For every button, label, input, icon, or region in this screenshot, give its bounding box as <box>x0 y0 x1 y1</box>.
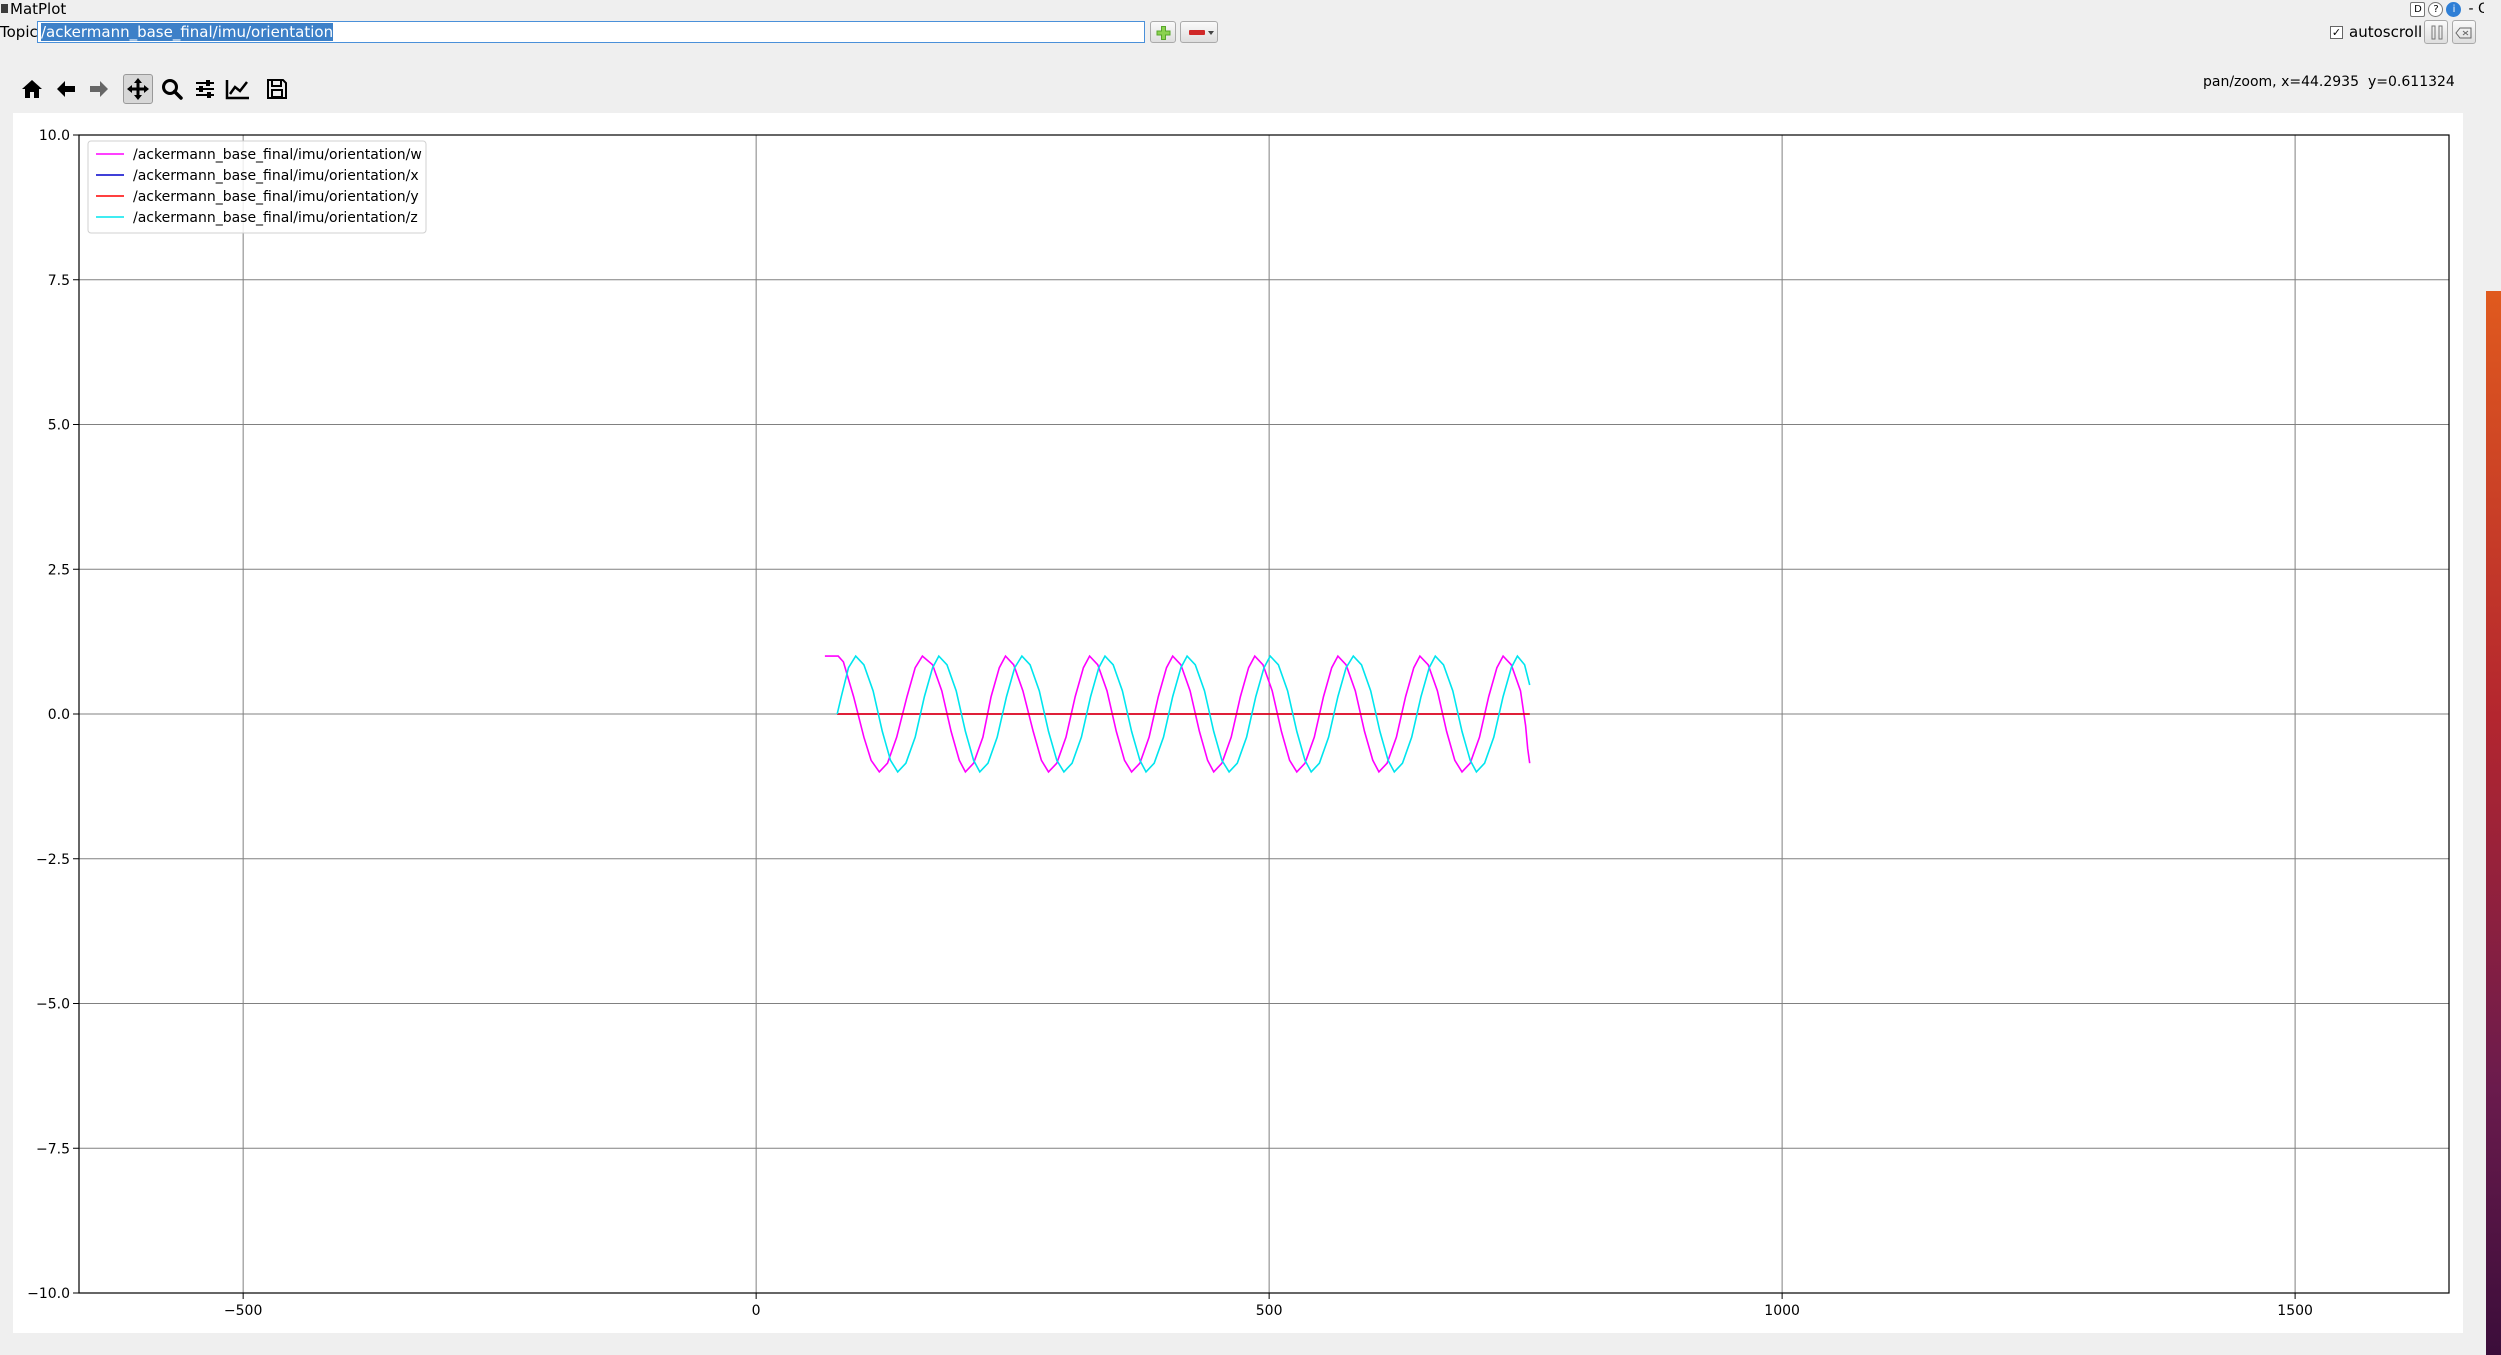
y-tick-label: −2.5 <box>36 852 70 868</box>
window-title: MatPlot <box>10 0 66 18</box>
remove-topic-button[interactable] <box>1180 21 1218 43</box>
home-icon[interactable] <box>17 74 47 104</box>
topic-input[interactable]: /ackermann_base_final/imu/orientation <box>37 21 1145 43</box>
save-floppy-icon[interactable] <box>262 74 292 104</box>
y-tick-label: −5.0 <box>36 997 70 1013</box>
autoscroll-toggle[interactable]: ✓ autoscroll <box>2330 22 2422 42</box>
autoscroll-checkbox[interactable]: ✓ <box>2330 26 2343 39</box>
plus-icon <box>1151 22 1177 44</box>
y-tick-label: 2.5 <box>48 562 70 578</box>
legend-entry: /ackermann_base_final/imu/orientation/x <box>133 168 419 184</box>
floppy-glyph <box>265 77 289 101</box>
legend-entry: /ackermann_base_final/imu/orientation/y <box>133 189 419 205</box>
x-tick-label: −500 <box>224 1303 262 1319</box>
y-tick-label: 0.0 <box>48 707 70 723</box>
desktop-edge <box>2484 0 2501 1355</box>
plot-canvas[interactable]: −500 0 500 1000 1500 −10.0 −7.5 −5.0 −2.5 0.0 2.5 5… <box>13 113 2463 1333</box>
x-tick-label: 0 <box>752 1303 761 1319</box>
cursor-y-readout: y=0.611324 <box>2368 72 2455 92</box>
topic-input-value: /ackermann_base_final/imu/orientation <box>41 23 333 41</box>
legend-entry: /ackermann_base_final/imu/orientation/w <box>133 147 422 163</box>
dock-icon[interactable]: D <box>2410 2 2425 17</box>
clear-icon <box>2453 21 2477 45</box>
window-menu-icon[interactable] <box>1 4 8 13</box>
add-topic-button[interactable] <box>1150 21 1176 43</box>
autoscroll-label: autoscroll <box>2349 22 2422 42</box>
zoom-glyph <box>160 77 184 101</box>
clear-button[interactable] <box>2452 20 2476 44</box>
forward-glyph <box>87 77 111 101</box>
pan-zoom-status: pan/zoom, x=44.2935 <box>2203 72 2359 92</box>
title-controls: D ? i - O <box>2410 1 2493 17</box>
x-tick-label: 500 <box>1256 1303 1283 1319</box>
topic-label: Topic <box>0 22 38 42</box>
legend: /ackermann_base_final/imu/orientation/w /… <box>88 141 426 233</box>
desktop-wallpaper <box>2486 291 2501 1355</box>
pan-move-icon[interactable] <box>123 74 153 104</box>
help-icon[interactable]: ? <box>2428 2 2443 17</box>
edit-axis-line-icon[interactable] <box>223 74 253 104</box>
home-glyph <box>20 77 44 101</box>
x-tick-label: 1000 <box>1764 1303 1800 1319</box>
y-tick-label: 7.5 <box>48 273 70 289</box>
window-titlebar: MatPlot D ? i - O <box>0 0 2501 18</box>
pause-button[interactable] <box>2424 20 2448 44</box>
configure-subplots-icon[interactable] <box>190 74 220 104</box>
y-tick-label: 10.0 <box>39 128 70 144</box>
pause-icon <box>2425 21 2449 45</box>
legend-entry: /ackermann_base_final/imu/orientation/z <box>133 210 418 226</box>
zoom-magnifier-icon[interactable] <box>157 74 187 104</box>
forward-arrow-icon[interactable] <box>84 74 114 104</box>
y-tick-label: 5.0 <box>48 418 70 434</box>
minus-dropdown-icon <box>1181 22 1219 44</box>
back-arrow-icon[interactable] <box>51 74 81 104</box>
chart-line-glyph <box>225 77 251 101</box>
back-glyph <box>54 77 78 101</box>
y-tick-label: −10.0 <box>27 1286 70 1302</box>
x-tick-label: 1500 <box>2277 1303 2313 1319</box>
sliders-glyph <box>193 77 217 101</box>
plot-svg[interactable]: −500 0 500 1000 1500 −10.0 −7.5 −5.0 −2.5 0.0 2.5 5… <box>13 113 2463 1333</box>
y-tick-label: −7.5 <box>36 1141 70 1157</box>
info-icon[interactable]: i <box>2446 2 2461 17</box>
pan-glyph <box>126 77 150 101</box>
